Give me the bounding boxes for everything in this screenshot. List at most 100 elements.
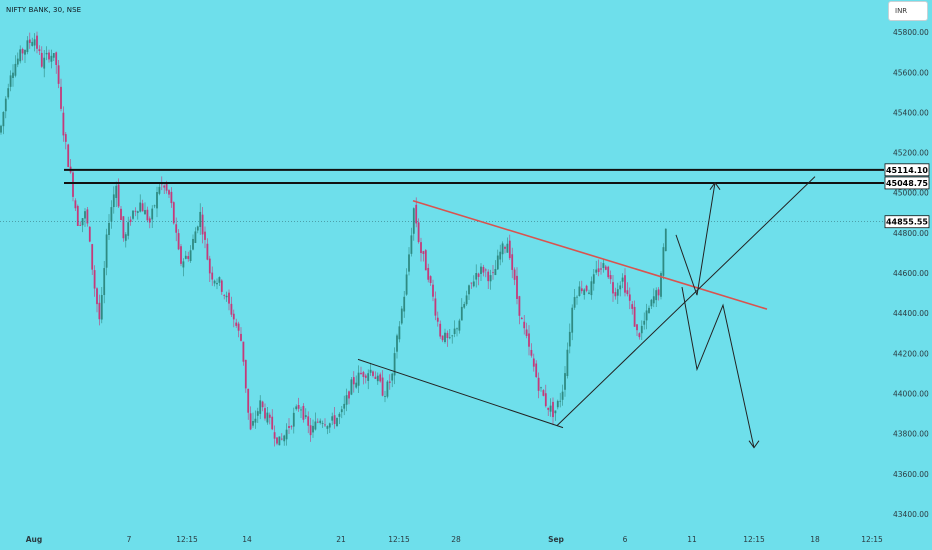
candle-body	[448, 337, 451, 339]
candle-body	[405, 274, 408, 295]
candle-body	[86, 209, 89, 224]
candle-body	[110, 207, 113, 222]
candle-body	[324, 424, 326, 426]
currency-button[interactable]: INR	[888, 1, 928, 21]
candle-body	[28, 39, 31, 43]
candle-body	[196, 226, 199, 231]
y-tick-label: 45400.00	[893, 108, 929, 117]
candle-body	[487, 271, 490, 282]
price-label-box	[884, 163, 930, 177]
candle-body	[242, 341, 245, 362]
candle-body	[508, 240, 511, 259]
candle-body	[98, 302, 101, 320]
time-axis[interactable]: Aug 7 12:15 14 21 12:15 28 Sep 6 11 12:15 18 12:15	[26, 535, 883, 544]
candle-body	[417, 222, 420, 243]
candle-body	[319, 420, 322, 423]
candle-body	[410, 235, 413, 254]
x-tick-label: 12:15	[388, 535, 410, 544]
candle-body	[566, 349, 569, 377]
candle-body	[412, 208, 415, 234]
candle-body	[146, 209, 149, 221]
price-label-text: 45048.75	[886, 179, 928, 188]
y-tick-label: 44600.00	[893, 269, 929, 278]
candle-body	[141, 203, 144, 212]
y-tick-label: 43400.00	[893, 510, 929, 519]
candle-body	[652, 296, 655, 304]
candle-body	[619, 285, 622, 290]
drawn-lines	[0, 168, 884, 449]
candle-body	[139, 202, 142, 212]
candle-body	[391, 373, 394, 381]
candle-body	[244, 359, 247, 389]
candle-body	[67, 144, 70, 167]
candle-body	[148, 218, 151, 223]
candle-body	[408, 254, 410, 272]
x-tick-label: 28	[451, 535, 461, 544]
candle-body	[218, 277, 221, 283]
candle-body	[640, 325, 643, 334]
red-trendline	[412, 199, 768, 310]
candle-body	[600, 268, 602, 270]
candle-body	[204, 231, 206, 240]
candle-body	[247, 388, 250, 413]
bear-arrow-head	[748, 440, 760, 449]
candle-body	[26, 40, 29, 53]
candle-body	[583, 289, 586, 295]
candle-body	[55, 52, 58, 65]
candle-body	[633, 306, 636, 327]
candle-body	[597, 268, 600, 273]
candle-body	[343, 403, 346, 409]
candle-body	[256, 411, 259, 416]
candle-body	[278, 436, 281, 446]
candle-body	[424, 250, 427, 271]
candle-body	[624, 275, 626, 293]
candle-body	[33, 39, 36, 46]
candle-body	[201, 214, 204, 235]
candle-body	[609, 275, 612, 280]
candle-body	[170, 191, 173, 204]
candle-body	[24, 49, 26, 55]
candle-body	[240, 333, 242, 341]
candle-body	[300, 409, 302, 411]
candle-body	[271, 416, 274, 430]
symbol-label: NIFTY BANK, 30, NSE	[6, 6, 82, 14]
candle-body	[213, 280, 216, 284]
candle-body	[506, 243, 509, 253]
candle-body	[321, 423, 324, 424]
candle-body	[192, 238, 194, 250]
candle-body	[232, 313, 235, 320]
candle-body	[422, 251, 425, 254]
candle-body	[206, 243, 209, 260]
price-label-text: 44855.55	[886, 218, 928, 227]
candle-body	[266, 412, 269, 423]
price-label-text: 45114.10	[886, 166, 928, 175]
candle-body	[360, 372, 362, 374]
price-axis[interactable]: 45800.00 45600.00 45400.00 45200.00 45000.00…	[893, 28, 929, 519]
y-tick-label: 45800.00	[893, 28, 929, 37]
candle-body	[504, 246, 506, 249]
candle-body	[338, 413, 341, 417]
candle-body	[276, 437, 278, 444]
candle-body	[312, 425, 314, 433]
candle-body	[225, 295, 228, 298]
candle-body	[43, 57, 46, 69]
candle-body	[549, 405, 552, 412]
candle-body	[518, 296, 521, 316]
candle-body	[590, 281, 593, 296]
y-tick-label: 45000.00	[893, 189, 929, 198]
candle-body	[9, 75, 12, 87]
y-tick-label: 44400.00	[893, 309, 929, 318]
falling-support-line	[357, 358, 564, 429]
candle-body	[91, 244, 94, 270]
candle-body	[350, 379, 353, 395]
candle-body	[0, 125, 2, 133]
candle-body	[19, 49, 22, 62]
candle-body	[439, 323, 442, 337]
candle-body	[264, 408, 266, 419]
x-tick-label: 11	[687, 535, 697, 544]
candle-body	[74, 200, 77, 209]
candle-body	[180, 246, 182, 264]
candle-body	[381, 377, 384, 396]
candle-body	[458, 320, 461, 331]
